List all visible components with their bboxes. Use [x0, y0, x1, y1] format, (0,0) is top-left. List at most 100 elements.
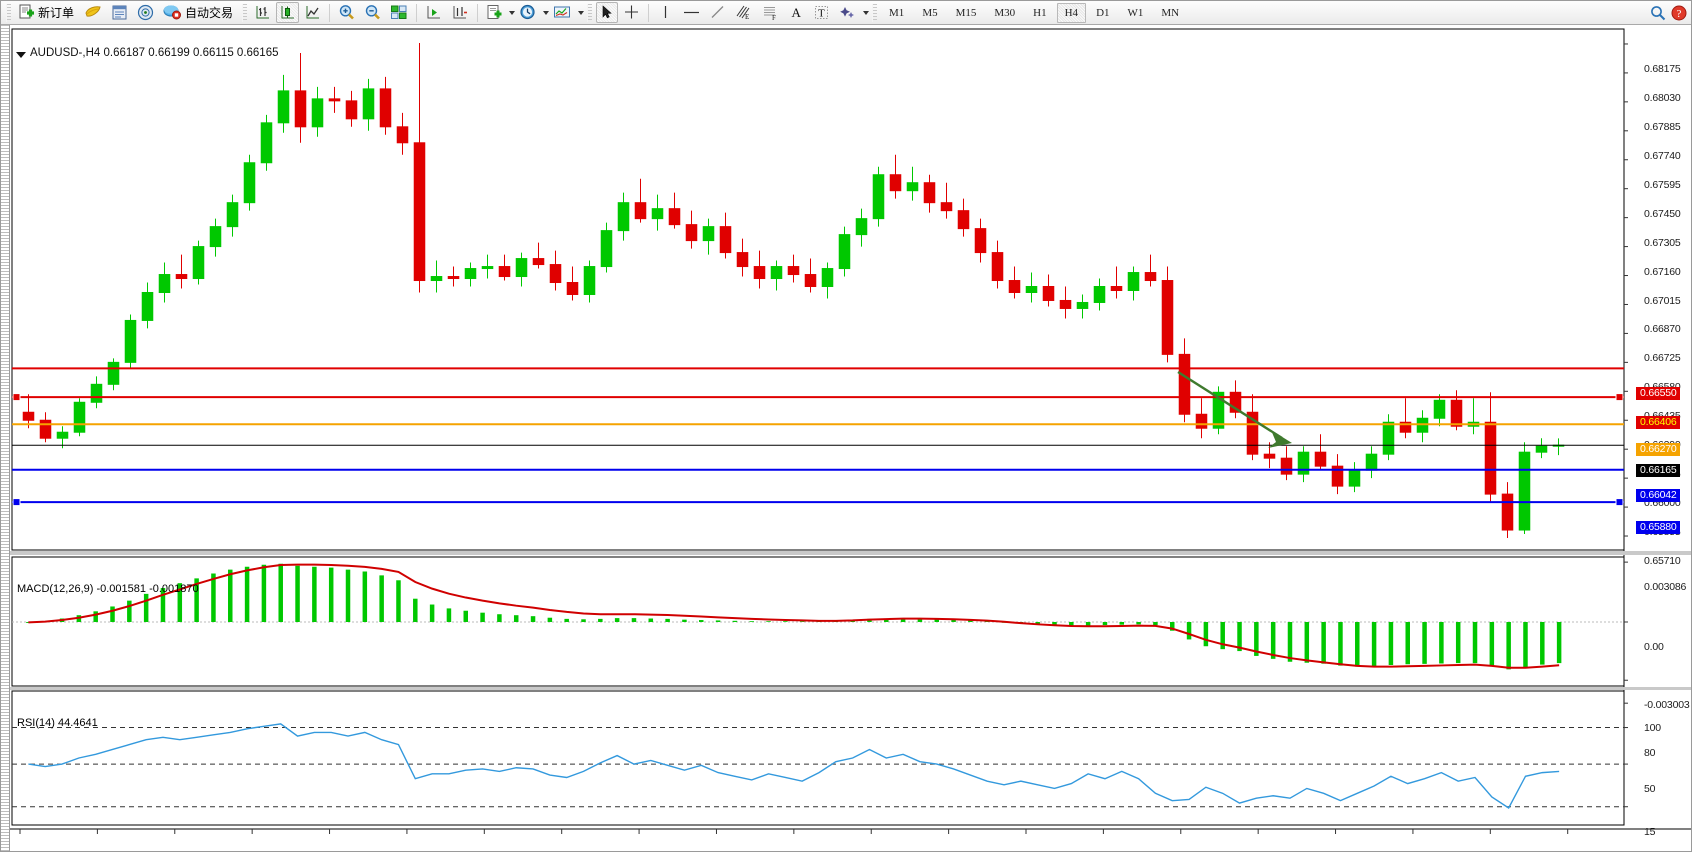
text-button[interactable]: A: [785, 2, 808, 23]
crosshair-button[interactable]: [620, 2, 643, 23]
help-icon[interactable]: ?: [1671, 5, 1687, 21]
pane-divider-2: [10, 687, 1691, 690]
shapes-dropdown-caret[interactable]: [863, 10, 870, 15]
line-chart-button[interactable]: [301, 2, 324, 23]
period-dropdown-caret[interactable]: [543, 10, 550, 15]
zoom-out-button[interactable]: [361, 2, 385, 23]
chart-scale-handle[interactable]: [1, 25, 10, 851]
timeframe-button-m1[interactable]: M1: [889, 6, 905, 19]
fibonacci-button[interactable]: F: [758, 2, 783, 23]
bar-chart-button[interactable]: [251, 2, 274, 23]
timeframe-button-m5[interactable]: M5: [922, 6, 938, 19]
candle-body: [719, 226, 732, 254]
bid-price-tag-tag[interactable]: 0.66165: [1636, 464, 1680, 478]
toolbar-separator-2: [416, 3, 418, 22]
candle-body: [413, 142, 426, 282]
equidistant-channel-button[interactable]: E: [731, 2, 756, 23]
chart-menu-triangle-icon[interactable]: [16, 52, 26, 58]
fibonacci-icon: F: [764, 7, 776, 21]
candle-body: [243, 162, 256, 204]
support-line-1-tag[interactable]: 0.66042: [1636, 488, 1680, 502]
candle-body: [515, 258, 528, 278]
trend-arrow-head: [1268, 430, 1292, 448]
timeframe-button-m30[interactable]: M30: [994, 6, 1016, 19]
candle-body: [651, 208, 664, 220]
price-axis-tick: 0.67160: [1644, 265, 1681, 278]
candle-body: [1331, 465, 1344, 487]
timeframe-button-h4[interactable]: H4: [1056, 2, 1087, 23]
chart-panes[interactable]: AUDUSD-,H4 0.66187 0.66199 0.66115 0.661…: [10, 25, 1691, 851]
horizontal-line-icon: [684, 11, 700, 14]
timeframe-button-d1[interactable]: D1: [1096, 6, 1110, 19]
autotrade-button[interactable]: 自动交易: [160, 2, 238, 23]
chart-area[interactable]: AUDUSD-,H4 0.66187 0.66199 0.66115 0.661…: [1, 25, 1691, 851]
shapes-button[interactable]: [835, 2, 860, 23]
pivot-line-tag[interactable]: 0.66270: [1636, 443, 1680, 457]
rsi-axis-tick: 100: [1644, 722, 1661, 735]
toolbar-grip-4[interactable]: [872, 3, 878, 22]
data-window-button[interactable]: [108, 2, 132, 23]
candle-body: [430, 276, 443, 282]
timeframe-button-m15[interactable]: M15: [955, 6, 977, 19]
line-chart-icon: [306, 6, 320, 19]
candle-body: [1501, 493, 1514, 531]
candle-body: [787, 266, 800, 276]
toolbar-grip-3[interactable]: [587, 3, 593, 22]
properties-button[interactable]: [81, 2, 106, 23]
cursor-button[interactable]: [596, 2, 619, 23]
add-indicator-dropdown-caret[interactable]: [509, 10, 516, 15]
timeframe-button-w1[interactable]: W1: [1127, 6, 1144, 19]
timeframe-group: M1 M5 M15 M30 H1 H4 D1 W1 MN: [880, 2, 1188, 23]
tile-windows-button[interactable]: [387, 2, 411, 23]
candle-body: [974, 228, 987, 254]
text-label-button[interactable]: T: [810, 2, 833, 23]
candle-body: [311, 98, 324, 128]
candle-body: [1399, 421, 1412, 433]
chart-shift-button[interactable]: [422, 2, 446, 23]
candle-body: [1518, 451, 1531, 531]
auto-scroll-button[interactable]: [448, 2, 472, 23]
toolbar-grip[interactable]: [6, 3, 11, 22]
candle-body: [1433, 399, 1446, 419]
candle-body: [566, 282, 579, 295]
templates-button[interactable]: [550, 2, 575, 23]
search-icon[interactable]: [1650, 5, 1666, 21]
toolbar-grip-2[interactable]: [242, 3, 248, 22]
candle-body: [1535, 445, 1548, 453]
line-handle: [12, 393, 21, 402]
resistance-line-1-tag[interactable]: 0.66550: [1636, 387, 1680, 401]
candle-body: [940, 202, 953, 212]
new-order-button[interactable]: 新订单: [15, 2, 79, 23]
candle-body: [923, 182, 936, 204]
templates-dropdown-caret[interactable]: [578, 10, 585, 15]
chart-canvas[interactable]: [10, 25, 1692, 852]
price-axis-tick: 0.68175: [1644, 62, 1681, 75]
period-button[interactable]: [516, 2, 540, 23]
navigator-button[interactable]: [134, 2, 158, 23]
candle-body: [600, 230, 613, 268]
add-indicator-button[interactable]: [483, 2, 506, 23]
candle-body: [617, 202, 630, 232]
timeframe-button-mn[interactable]: MN: [1161, 6, 1180, 19]
zoom-in-button[interactable]: [335, 2, 359, 23]
support-line-2-tag[interactable]: 0.65880: [1636, 521, 1680, 535]
resistance-line-2-tag[interactable]: 0.66406: [1636, 416, 1680, 430]
timeframe-button-h1[interactable]: H1: [1033, 6, 1047, 19]
candle-body: [481, 266, 494, 270]
candlestick-chart-button[interactable]: [276, 2, 300, 23]
candle-body: [804, 274, 817, 288]
candle-body: [396, 126, 409, 144]
tile-windows-icon: [391, 5, 407, 19]
cursor-icon: [602, 5, 612, 19]
svg-text:E: E: [745, 13, 749, 21]
price-axis-tick: 0.68030: [1644, 91, 1681, 104]
text-icon: A: [792, 5, 802, 20]
autotrade-icon: [163, 5, 182, 20]
candle-body: [158, 274, 171, 293]
trendline-button[interactable]: [706, 2, 729, 23]
vertical-line-button[interactable]: [654, 2, 677, 23]
horizontal-line-button[interactable]: [679, 2, 704, 23]
candle-body: [838, 234, 851, 270]
macd-axis-tick: -0.003003: [1644, 699, 1690, 712]
